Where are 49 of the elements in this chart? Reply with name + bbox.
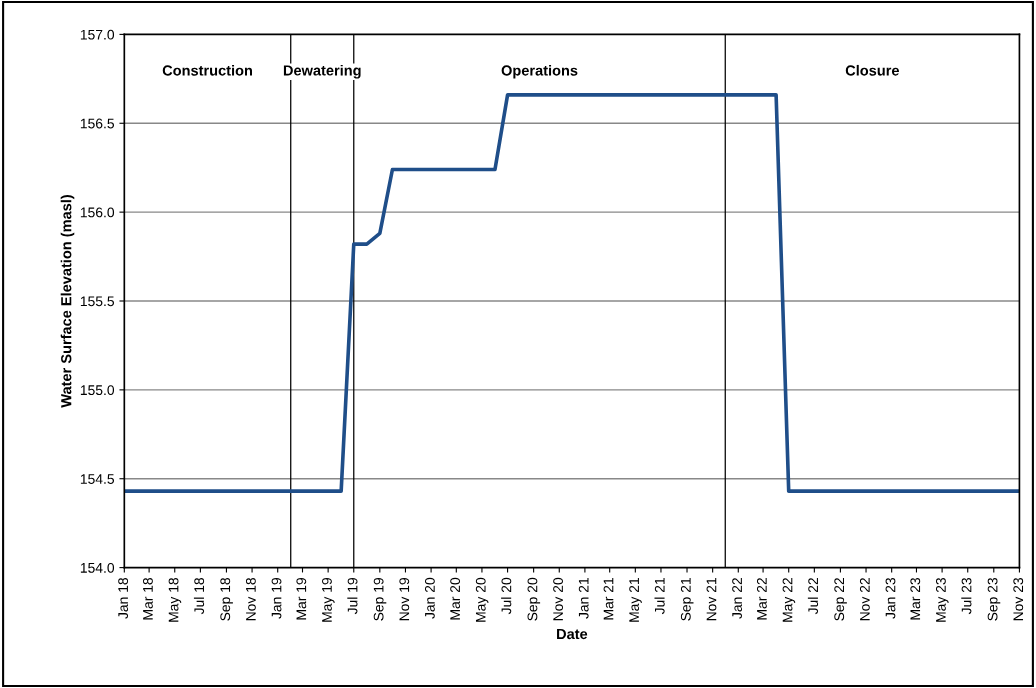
- x-tick-label: May 21: [629, 578, 642, 622]
- y-tick-label: 156.5: [80, 118, 115, 129]
- y-axis-title: Water Surface Elevation (masl): [60, 195, 75, 408]
- x-tick-label: Mar 19: [296, 577, 307, 620]
- x-tick-label: Jan 21: [578, 578, 589, 619]
- annotation: Closure: [845, 64, 899, 76]
- y-tick-label: 155.0: [80, 385, 115, 396]
- x-tick-label: May 19: [322, 577, 335, 622]
- x-tick-label: Sep 23: [987, 577, 1001, 621]
- x-tick-label: Mar 23: [910, 577, 921, 620]
- x-tick-label: May 18: [168, 577, 182, 622]
- y-tick-label: 155.5: [80, 296, 115, 307]
- x-tick-label: May 23: [935, 577, 949, 622]
- x-tick-label: Nov 20: [553, 577, 563, 621]
- x-tick-label: Nov 22: [859, 578, 870, 621]
- y-tick-label: 154.0: [80, 562, 115, 573]
- y-tick-label: 154.5: [80, 474, 115, 484]
- x-tick-label: Jul 23: [961, 577, 972, 615]
- y-tick-label: 157.0: [80, 29, 115, 40]
- x-tick-label: Jan 19: [271, 577, 282, 619]
- x-tick-label: Jan 20: [424, 577, 435, 619]
- x-tick-label: Jul 18: [193, 577, 205, 615]
- y-tick-label: 156.0: [80, 207, 115, 218]
- x-tick-label: May 22: [782, 578, 796, 622]
- x-tick-label: Mar 21: [603, 578, 614, 620]
- x-tick-label: Sep 21: [680, 578, 694, 621]
- x-tick-label: Mar 22: [756, 578, 767, 620]
- x-tick-label: Nov 23: [1013, 577, 1024, 621]
- x-tick-label: Sep 19: [373, 577, 387, 621]
- annotation: Construction: [162, 64, 252, 76]
- x-axis-title: Date: [557, 628, 588, 640]
- x-tick-label: Jan 18: [118, 577, 129, 619]
- x-tick-label: Jan 22: [732, 578, 743, 619]
- x-tick-label: May 20: [475, 577, 489, 622]
- x-tick-label: Jan 23: [885, 577, 896, 619]
- x-tick-label: Jul 21: [654, 578, 665, 615]
- annotation: Dewatering: [283, 64, 361, 79]
- x-tick-label: Jul 19: [347, 577, 358, 615]
- x-tick-label: Nov 18: [245, 577, 256, 621]
- x-tick-label: Jul 22: [807, 578, 819, 615]
- x-tick-label: Sep 18: [220, 577, 233, 621]
- x-tick-label: Sep 22: [834, 578, 847, 621]
- x-tick-label: Jul 20: [501, 577, 512, 615]
- x-tick-label: Mar 18: [143, 577, 153, 620]
- x-tick-label: Nov 19: [399, 577, 410, 621]
- x-tick-label: Sep 20: [527, 577, 541, 621]
- annotation: Operations: [501, 64, 578, 79]
- x-tick-label: Mar 20: [450, 577, 461, 620]
- x-tick-label: Nov 21: [706, 578, 717, 621]
